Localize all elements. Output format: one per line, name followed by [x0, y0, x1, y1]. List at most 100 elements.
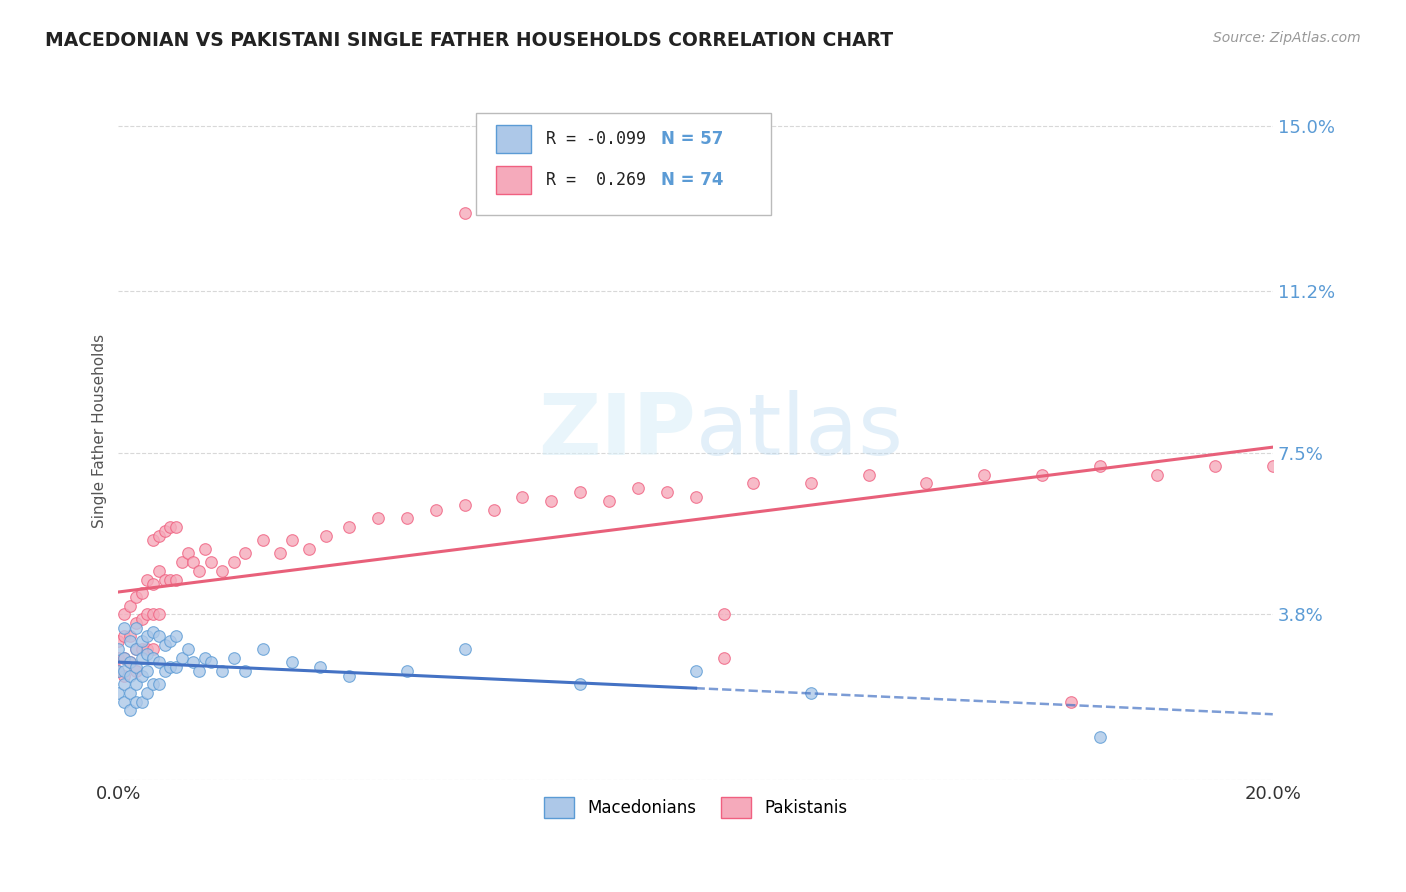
- Text: N = 74: N = 74: [661, 171, 724, 189]
- Point: [1088, 730, 1111, 744]
- Point: [118, 656, 141, 670]
- Legend: Macedonians, Pakistanis: Macedonians, Pakistanis: [537, 790, 855, 824]
- Point: [107, 651, 129, 665]
- Point: [136, 647, 159, 661]
- Point: [112, 629, 135, 643]
- Point: [159, 633, 181, 648]
- Point: [131, 585, 153, 599]
- Point: [131, 651, 153, 665]
- Text: Source: ZipAtlas.com: Source: ZipAtlas.com: [1213, 31, 1361, 45]
- Point: [107, 642, 129, 657]
- Point: [112, 607, 135, 622]
- Point: [142, 651, 165, 665]
- Point: [252, 533, 274, 548]
- Point: [685, 664, 707, 678]
- Point: [153, 573, 176, 587]
- Point: [298, 541, 321, 556]
- Point: [125, 677, 148, 691]
- Point: [540, 494, 562, 508]
- Point: [454, 498, 477, 512]
- Point: [165, 629, 187, 643]
- Point: [148, 677, 170, 691]
- Point: [118, 686, 141, 700]
- Point: [165, 520, 187, 534]
- Point: [800, 686, 823, 700]
- Point: [973, 467, 995, 482]
- Point: [107, 664, 129, 678]
- Point: [627, 481, 650, 495]
- Text: MACEDONIAN VS PAKISTANI SINGLE FATHER HOUSEHOLDS CORRELATION CHART: MACEDONIAN VS PAKISTANI SINGLE FATHER HO…: [45, 31, 893, 50]
- Point: [136, 686, 159, 700]
- Point: [915, 476, 938, 491]
- Point: [713, 607, 735, 622]
- Point: [165, 573, 187, 587]
- Point: [165, 660, 187, 674]
- Point: [194, 541, 217, 556]
- Point: [211, 564, 233, 578]
- Point: [142, 607, 165, 622]
- FancyBboxPatch shape: [496, 166, 530, 194]
- Point: [112, 668, 135, 682]
- Point: [118, 599, 141, 613]
- Point: [200, 656, 222, 670]
- Point: [1261, 458, 1284, 473]
- Point: [112, 664, 135, 678]
- Point: [252, 642, 274, 657]
- Point: [337, 668, 360, 682]
- Point: [125, 664, 148, 678]
- Point: [125, 695, 148, 709]
- Point: [454, 206, 477, 220]
- Point: [125, 642, 148, 657]
- Text: R =  0.269: R = 0.269: [546, 171, 645, 189]
- Point: [112, 621, 135, 635]
- Point: [118, 633, 141, 648]
- Point: [200, 555, 222, 569]
- Point: [598, 494, 620, 508]
- Point: [148, 529, 170, 543]
- Point: [136, 642, 159, 657]
- Point: [136, 607, 159, 622]
- Point: [125, 642, 148, 657]
- Point: [142, 624, 165, 639]
- Point: [142, 577, 165, 591]
- Point: [713, 651, 735, 665]
- Point: [107, 686, 129, 700]
- Point: [131, 695, 153, 709]
- Point: [131, 642, 153, 657]
- Point: [125, 590, 148, 604]
- Point: [194, 651, 217, 665]
- Point: [1031, 467, 1053, 482]
- Point: [309, 660, 332, 674]
- Point: [280, 533, 302, 548]
- Point: [177, 642, 200, 657]
- Point: [148, 564, 170, 578]
- Point: [183, 656, 205, 670]
- Point: [569, 677, 592, 691]
- Point: [742, 476, 765, 491]
- Point: [159, 520, 181, 534]
- Point: [118, 656, 141, 670]
- Point: [188, 664, 211, 678]
- Point: [112, 651, 135, 665]
- Point: [118, 668, 141, 682]
- Point: [454, 642, 477, 657]
- Text: N = 57: N = 57: [661, 129, 723, 148]
- Point: [1146, 467, 1168, 482]
- Point: [148, 607, 170, 622]
- Point: [131, 668, 153, 682]
- Point: [269, 546, 291, 560]
- Point: [170, 651, 193, 665]
- Point: [425, 502, 447, 516]
- Point: [280, 656, 302, 670]
- Point: [222, 555, 245, 569]
- Point: [395, 664, 418, 678]
- Point: [315, 529, 337, 543]
- Point: [136, 629, 159, 643]
- Point: [107, 633, 129, 648]
- Point: [142, 642, 165, 657]
- Point: [222, 651, 245, 665]
- Point: [482, 502, 505, 516]
- Point: [367, 511, 389, 525]
- Text: R = -0.099: R = -0.099: [546, 129, 645, 148]
- Point: [118, 629, 141, 643]
